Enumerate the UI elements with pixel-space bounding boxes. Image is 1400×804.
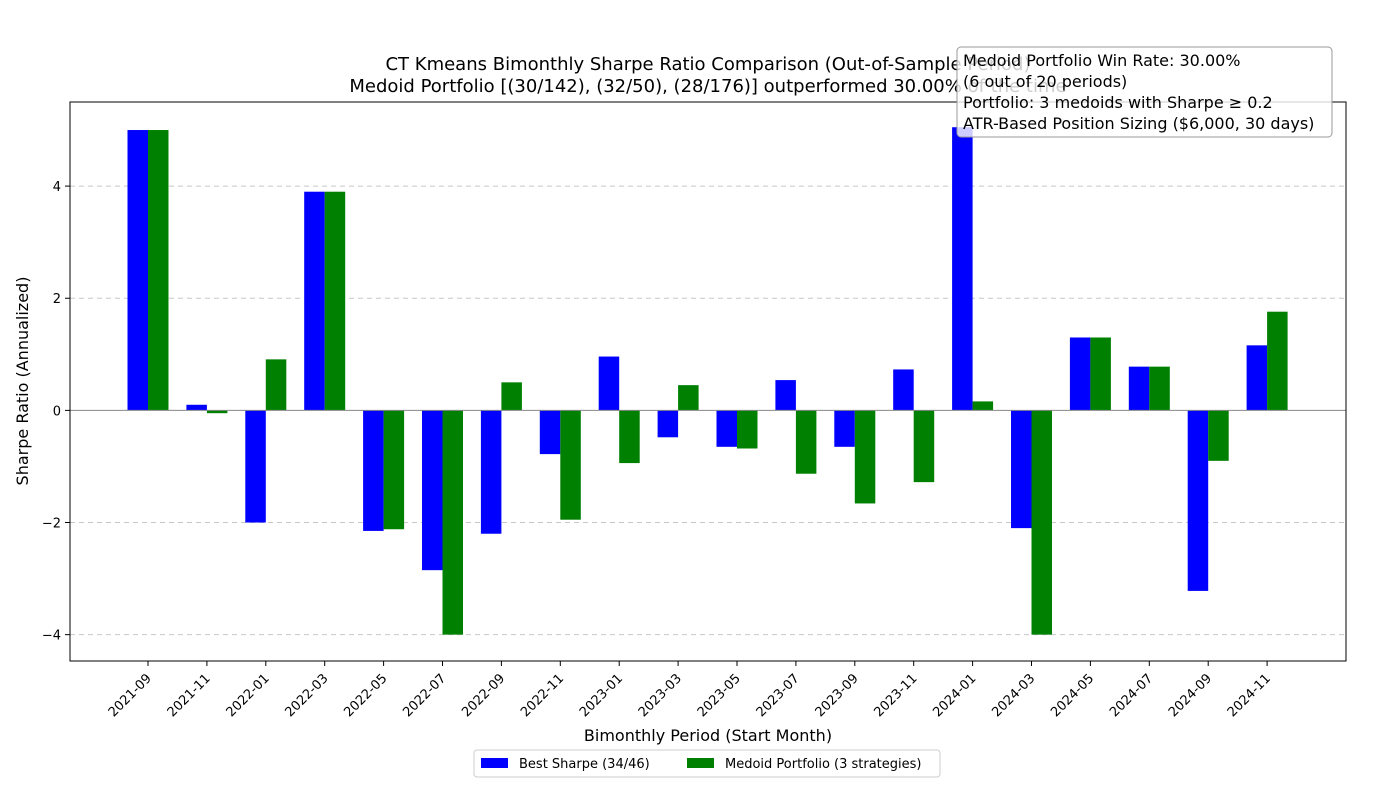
x-tick-label: 2024-05 bbox=[1048, 671, 1097, 720]
bar-medoid-portfolio bbox=[560, 410, 581, 520]
bar-medoid-portfolio bbox=[501, 382, 522, 411]
bar-best-sharpe bbox=[598, 356, 620, 411]
bar-medoid-portfolio bbox=[148, 130, 169, 411]
bar-medoid-portfolio bbox=[1267, 311, 1288, 411]
y-axis: −4 −2 0 2 4 bbox=[42, 180, 70, 644]
bar-best-sharpe bbox=[893, 369, 914, 411]
y-tick-label: −4 bbox=[42, 629, 61, 644]
grid-layer bbox=[70, 185, 1346, 636]
bar-best-sharpe bbox=[716, 410, 737, 447]
info-line-win-rate: Medoid Portfolio Win Rate: 30.00% bbox=[963, 51, 1241, 70]
bar-medoid-portfolio bbox=[854, 410, 876, 504]
x-tick-label: 2021-09 bbox=[106, 671, 155, 720]
x-tick-label: 2022-11 bbox=[518, 671, 567, 720]
x-tick-label: 2023-09 bbox=[813, 671, 862, 720]
x-axis-title: Bimonthly Period (Start Month) bbox=[584, 726, 832, 745]
y-tick-label: −2 bbox=[42, 517, 61, 532]
bar-medoid-portfolio bbox=[265, 359, 287, 411]
y-axis-title: Sharpe Ratio (Annualized) bbox=[13, 277, 32, 486]
bar-medoid-portfolio bbox=[1208, 410, 1229, 461]
legend-swatch-medoid-portfolio bbox=[687, 758, 714, 768]
bar-best-sharpe bbox=[1128, 366, 1150, 411]
bar-best-sharpe bbox=[1011, 410, 1032, 529]
bar-medoid-portfolio bbox=[1149, 366, 1170, 411]
bar-best-sharpe bbox=[480, 410, 502, 534]
bar-medoid-portfolio bbox=[324, 191, 346, 411]
bar-best-sharpe bbox=[304, 191, 325, 411]
x-tick-label: 2022-05 bbox=[341, 671, 390, 720]
bar-medoid-portfolio bbox=[795, 410, 817, 474]
bar-best-sharpe bbox=[422, 410, 443, 571]
info-box: Medoid Portfolio Win Rate: 30.00% (6 out… bbox=[956, 46, 1333, 138]
bar-medoid-portfolio bbox=[619, 410, 640, 464]
chart-title: CT Kmeans Bimonthly Sharpe Ratio Compari… bbox=[385, 54, 1030, 75]
x-tick-label: 2022-07 bbox=[400, 671, 449, 720]
bar-best-sharpe bbox=[1187, 410, 1209, 591]
info-box-background bbox=[956, 46, 1333, 138]
info-line-portfolio: Portfolio: 3 medoids with Sharpe ≥ 0.2 bbox=[963, 93, 1273, 112]
bar-best-sharpe bbox=[1246, 345, 1268, 411]
info-line-position-sizing: ATR-Based Position Sizing ($6,000, 30 da… bbox=[963, 114, 1314, 133]
bar-best-sharpe bbox=[363, 410, 384, 531]
legend-label-medoid-portfolio: Medoid Portfolio (3 strategies) bbox=[725, 757, 922, 772]
bar-medoid-portfolio bbox=[972, 401, 994, 411]
bar-best-sharpe bbox=[186, 404, 207, 411]
bar-best-sharpe bbox=[245, 410, 266, 523]
legend: Best Sharpe (34/46) Medoid Portfolio (3 … bbox=[473, 749, 941, 778]
bar-best-sharpe bbox=[539, 410, 561, 455]
bar-medoid-portfolio bbox=[678, 385, 699, 411]
x-tick-label: 2023-05 bbox=[695, 671, 744, 720]
y-tick-label: 0 bbox=[53, 404, 61, 419]
bar-best-sharpe bbox=[775, 380, 796, 411]
x-tick-label: 2022-03 bbox=[283, 671, 332, 720]
x-tick-label: 2022-09 bbox=[459, 671, 508, 720]
x-tick-label: 2024-03 bbox=[989, 671, 1038, 720]
y-tick-label: 4 bbox=[53, 180, 61, 195]
x-tick-label: 2023-11 bbox=[872, 671, 921, 720]
bar-best-sharpe bbox=[952, 127, 973, 411]
x-tick-label: 2023-01 bbox=[577, 671, 626, 720]
bar-best-sharpe bbox=[127, 130, 148, 411]
chart-subtitle: Medoid Portfolio [(30/142), (32/50), (28… bbox=[349, 76, 1066, 97]
legend-label-best-sharpe: Best Sharpe (34/46) bbox=[519, 757, 650, 772]
bar-medoid-portfolio bbox=[913, 410, 935, 483]
bar-medoid-portfolio bbox=[1090, 337, 1111, 411]
x-axis: 2021-09 2021-11 2022-01 2022-03 2022-05 2022-… bbox=[106, 661, 1274, 720]
x-tick-label: 2024-11 bbox=[1225, 671, 1274, 720]
bar-best-sharpe bbox=[1069, 337, 1091, 411]
bar-medoid-portfolio bbox=[206, 410, 228, 414]
x-tick-label: 2022-01 bbox=[224, 671, 273, 720]
x-tick-label: 2021-11 bbox=[165, 671, 214, 720]
x-tick-label: 2024-01 bbox=[930, 671, 979, 720]
bar-medoid-portfolio bbox=[737, 410, 758, 449]
bar-medoid-portfolio bbox=[442, 410, 463, 635]
x-tick-label: 2024-07 bbox=[1107, 671, 1156, 720]
legend-swatch-best-sharpe bbox=[481, 758, 508, 768]
y-tick-label: 2 bbox=[53, 292, 61, 307]
bar-medoid-portfolio bbox=[383, 410, 405, 530]
bar-best-sharpe bbox=[657, 410, 679, 438]
bars-layer bbox=[127, 127, 1288, 635]
x-tick-label: 2024-09 bbox=[1166, 671, 1215, 720]
info-line-period-count: (6 out of 20 periods) bbox=[963, 72, 1127, 91]
plot-frame bbox=[69, 101, 1347, 662]
bar-best-sharpe bbox=[834, 410, 855, 447]
x-tick-label: 2023-07 bbox=[754, 671, 803, 720]
bar-medoid-portfolio bbox=[1031, 410, 1052, 635]
x-tick-label: 2023-03 bbox=[636, 671, 685, 720]
